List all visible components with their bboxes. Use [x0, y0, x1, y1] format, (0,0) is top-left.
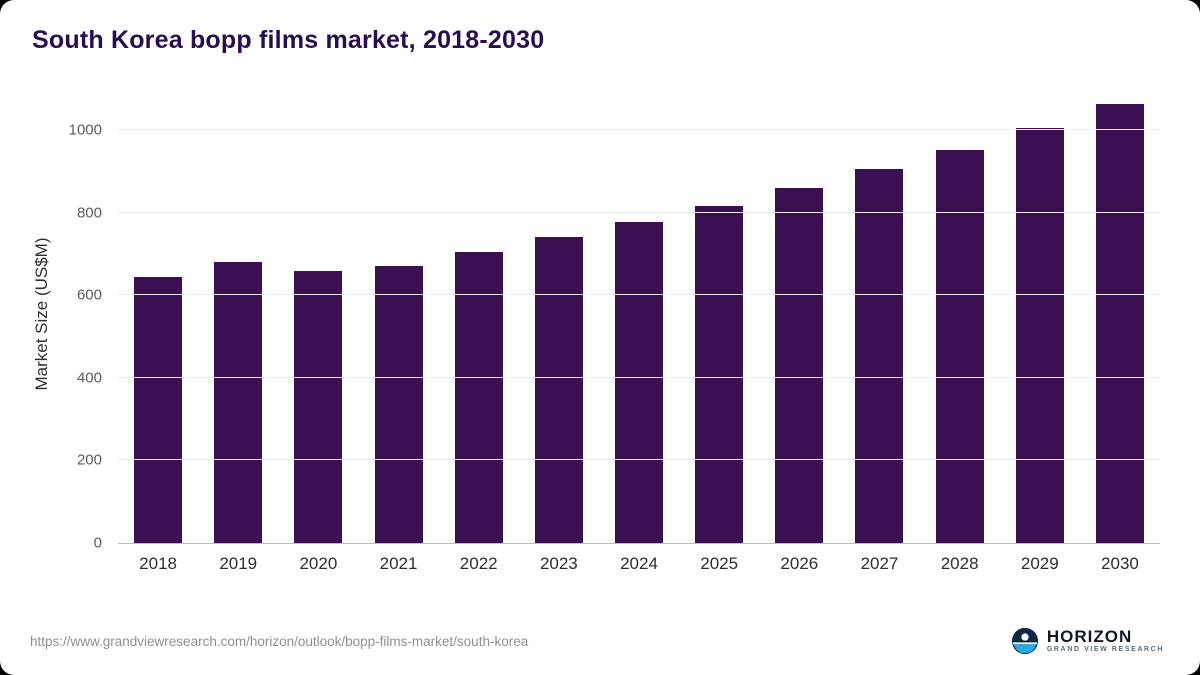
y-axis-tick-label: 200 [76, 451, 102, 469]
x-axis-label: 2022 [459, 554, 498, 573]
bar-chart: Market Size (US$M) 0 200 400 600 800 1000 201… [30, 89, 1164, 574]
bar-2030 [1095, 104, 1144, 543]
plot-area: 0 200 400 600 800 1000 [69, 89, 1160, 552]
gridline [118, 211, 1160, 213]
bar-column [839, 89, 919, 543]
x-axis-label: 2029 [1020, 554, 1059, 573]
y-axis-title: Market Size (US$M) [32, 237, 51, 391]
bar-2029 [1015, 127, 1064, 543]
bar-column [439, 89, 519, 543]
horizon-logo-icon [1011, 627, 1038, 655]
bar-2018 [134, 276, 183, 543]
footer: https://www.grandviewresearch.com/horizo… [30, 627, 1164, 655]
bar-column [759, 89, 839, 543]
x-axis-label: 2030 [1101, 554, 1139, 573]
x-axis-label: 2027 [860, 554, 899, 573]
bar-2027 [855, 169, 904, 543]
x-axis-label: 2024 [620, 554, 658, 573]
gridline [118, 459, 1160, 461]
bar-column [679, 89, 759, 543]
brand-logo: HORIZON GRAND VIEW RESEARCH [1011, 627, 1164, 655]
bar-column [599, 89, 679, 543]
y-axis-tick-label: 800 [76, 204, 102, 222]
brand-name: HORIZON [1046, 627, 1133, 647]
bar-column [519, 89, 599, 543]
bar-2028 [935, 149, 984, 543]
bar-2024 [615, 222, 664, 543]
brand-tagline: GRAND VIEW RESEARCH [1046, 646, 1164, 654]
bar-2021 [374, 266, 423, 543]
y-axis-tick-label: 1000 [68, 121, 102, 139]
x-axis-labels: 2018 2019 2020 2021 2022 2023 2024 2025 2026 2027… [118, 544, 1160, 574]
x-axis-label: 2021 [379, 554, 418, 573]
bar-2020 [294, 271, 343, 543]
y-axis-tick-label: 600 [76, 286, 102, 304]
bars-container [118, 89, 1160, 543]
brand-text: HORIZON GRAND VIEW RESEARCH [1047, 628, 1164, 653]
bar-column [1080, 89, 1160, 543]
bar-2025 [695, 206, 744, 543]
gridline [118, 376, 1160, 378]
bar-2023 [534, 237, 583, 543]
x-axis-label: 2018 [139, 554, 177, 573]
bar-2022 [454, 252, 503, 543]
x-axis-label: 2020 [299, 554, 338, 573]
bar-2026 [775, 188, 824, 543]
x-axis-label: 2023 [539, 554, 578, 573]
x-axis-label: 2028 [940, 554, 979, 573]
bar-column [118, 89, 198, 543]
bar-2019 [214, 261, 263, 543]
x-axis-label: 2026 [780, 554, 819, 573]
y-axis-tick-label: 0 [93, 534, 102, 552]
x-axis-label: 2019 [219, 554, 258, 573]
page-title: South Korea bopp films market, 2018-2030 [32, 26, 545, 54]
x-axis-label: 2025 [700, 554, 739, 573]
source-url: https://www.grandviewresearch.com/horizo… [30, 633, 529, 649]
bar-column [920, 89, 1000, 543]
bar-column [198, 89, 278, 543]
bar-column [278, 89, 358, 543]
bar-column [358, 89, 438, 543]
y-axis-tick-label: 400 [76, 369, 102, 387]
gridline [118, 129, 1160, 131]
bar-column [1000, 89, 1080, 543]
gridline [118, 294, 1160, 296]
